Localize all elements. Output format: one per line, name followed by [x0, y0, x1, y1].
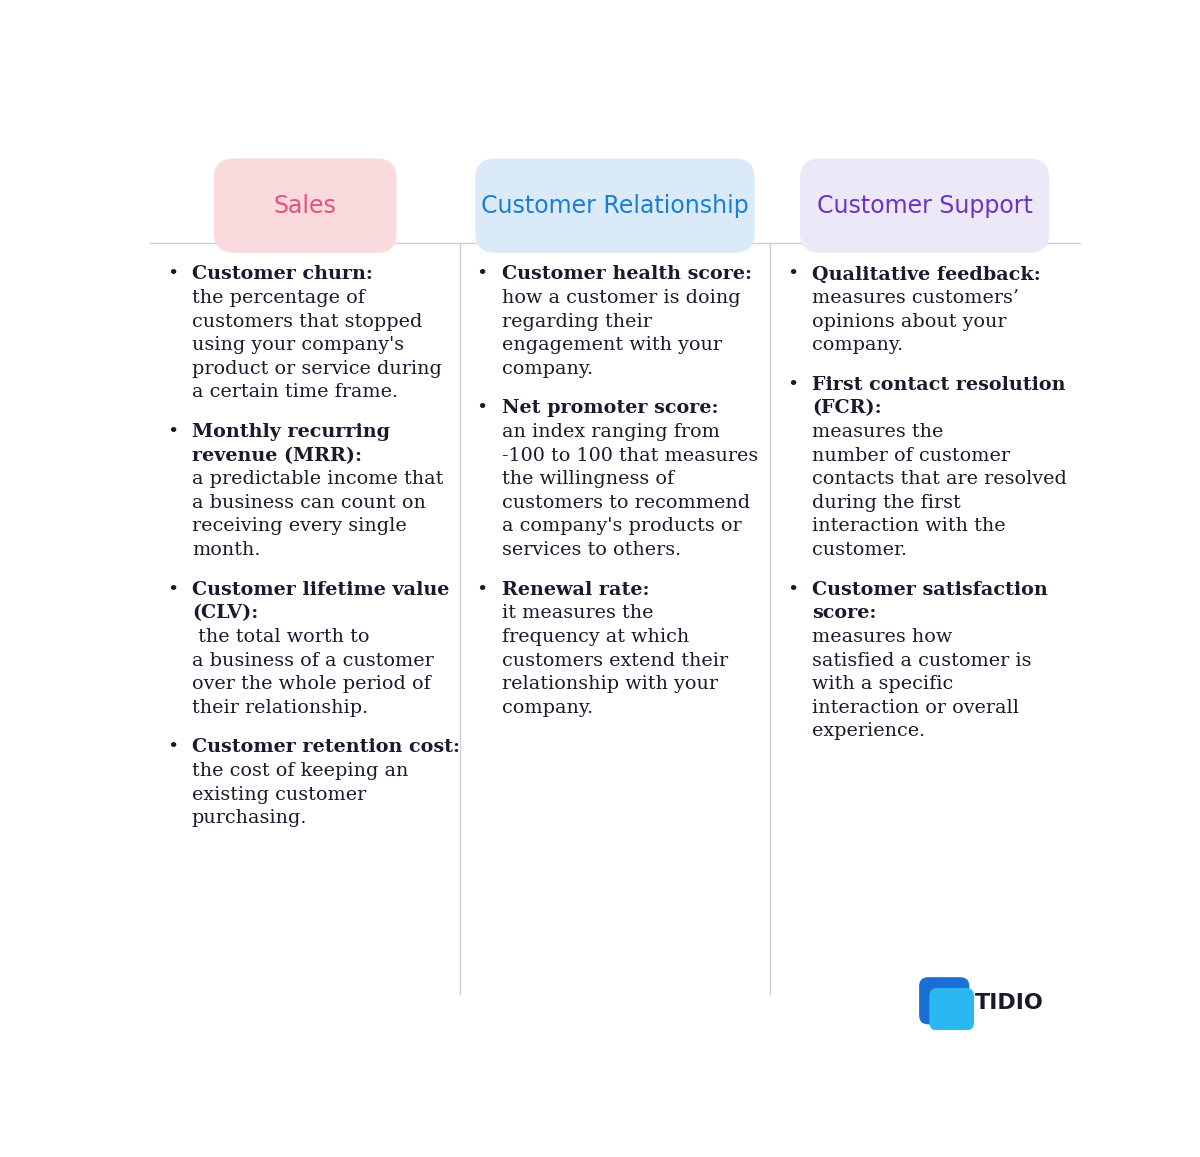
FancyBboxPatch shape — [475, 159, 755, 253]
Text: •: • — [787, 376, 798, 393]
Text: •: • — [476, 581, 487, 598]
Text: Customer churn:: Customer churn: — [192, 265, 373, 283]
Text: Customer health score:: Customer health score: — [502, 265, 751, 283]
Text: regarding their: regarding their — [502, 312, 652, 331]
Text: it measures the: it measures the — [502, 604, 653, 622]
FancyBboxPatch shape — [919, 978, 970, 1024]
Text: how a customer is doing: how a customer is doing — [502, 289, 740, 307]
Text: a predictable income that: a predictable income that — [192, 470, 443, 488]
Text: the cost of keeping an: the cost of keeping an — [192, 762, 408, 780]
Text: satisfied a customer is: satisfied a customer is — [812, 651, 1032, 670]
Text: (CLV):: (CLV): — [192, 604, 258, 622]
Text: interaction or overall: interaction or overall — [812, 699, 1019, 717]
Text: contacts that are resolved: contacts that are resolved — [812, 470, 1067, 488]
Text: company.: company. — [502, 360, 593, 378]
Text: customers that stopped: customers that stopped — [192, 312, 422, 331]
Text: Monthly recurring: Monthly recurring — [192, 423, 390, 441]
Text: services to others.: services to others. — [502, 541, 680, 559]
FancyBboxPatch shape — [214, 159, 397, 253]
Text: •: • — [167, 581, 178, 598]
Text: •: • — [167, 423, 178, 441]
Text: Sales: Sales — [274, 193, 337, 218]
Text: interaction with the: interaction with the — [812, 517, 1006, 536]
Text: •: • — [167, 738, 178, 757]
Text: their relationship.: their relationship. — [192, 699, 368, 717]
Text: during the first: during the first — [812, 494, 961, 511]
Text: First contact resolution: First contact resolution — [812, 376, 1066, 393]
Text: experience.: experience. — [812, 722, 925, 740]
Text: Renewal rate:: Renewal rate: — [502, 581, 649, 598]
Text: an index ranging from: an index ranging from — [502, 423, 720, 441]
Text: relationship with your: relationship with your — [502, 676, 718, 693]
Text: •: • — [167, 265, 178, 283]
Text: Customer Relationship: Customer Relationship — [481, 193, 749, 218]
Text: (FCR):: (FCR): — [812, 399, 882, 418]
FancyBboxPatch shape — [800, 159, 1049, 253]
Text: •: • — [476, 265, 487, 283]
Text: using your company's: using your company's — [192, 337, 404, 354]
Text: measures the: measures the — [812, 423, 943, 441]
FancyBboxPatch shape — [929, 988, 974, 1031]
Text: the willingness of: the willingness of — [502, 470, 673, 488]
Text: opinions about your: opinions about your — [812, 312, 1007, 331]
Text: with a specific: with a specific — [812, 676, 954, 693]
Text: company.: company. — [812, 337, 904, 354]
Text: •: • — [787, 265, 798, 283]
Text: the percentage of: the percentage of — [192, 289, 365, 307]
Text: score:: score: — [812, 604, 876, 622]
Text: Customer lifetime value: Customer lifetime value — [192, 581, 449, 598]
Text: a business can count on: a business can count on — [192, 494, 426, 511]
Text: over the whole period of: over the whole period of — [192, 676, 431, 693]
Text: •: • — [787, 581, 798, 598]
Text: customer.: customer. — [812, 541, 907, 559]
Text: TIDIO: TIDIO — [974, 993, 1044, 1014]
Text: Qualitative feedback:: Qualitative feedback: — [812, 265, 1040, 283]
Text: product or service during: product or service during — [192, 360, 442, 378]
Text: customers to recommend: customers to recommend — [502, 494, 750, 511]
Text: purchasing.: purchasing. — [192, 809, 307, 827]
Text: number of customer: number of customer — [812, 447, 1010, 465]
Text: company.: company. — [502, 699, 593, 717]
Text: •: • — [476, 399, 487, 418]
Text: existing customer: existing customer — [192, 786, 366, 804]
Text: Customer satisfaction: Customer satisfaction — [812, 581, 1048, 598]
Text: the total worth to: the total worth to — [192, 628, 370, 646]
Text: receiving every single: receiving every single — [192, 517, 407, 536]
Text: engagement with your: engagement with your — [502, 337, 721, 354]
Text: customers extend their: customers extend their — [502, 651, 727, 670]
Text: a company's products or: a company's products or — [502, 517, 742, 536]
Text: frequency at which: frequency at which — [502, 628, 689, 646]
Text: month.: month. — [192, 541, 260, 559]
Text: measures how: measures how — [812, 628, 953, 646]
Text: Customer retention cost:: Customer retention cost: — [192, 738, 460, 757]
Text: a business of a customer: a business of a customer — [192, 651, 433, 670]
Text: revenue (MRR):: revenue (MRR): — [192, 447, 362, 465]
Text: Customer Support: Customer Support — [817, 193, 1033, 218]
Text: a certain time frame.: a certain time frame. — [192, 383, 398, 401]
Text: -100 to 100 that measures: -100 to 100 that measures — [502, 447, 757, 465]
Text: measures customers’: measures customers’ — [812, 289, 1019, 307]
Text: Net promoter score:: Net promoter score: — [502, 399, 718, 418]
